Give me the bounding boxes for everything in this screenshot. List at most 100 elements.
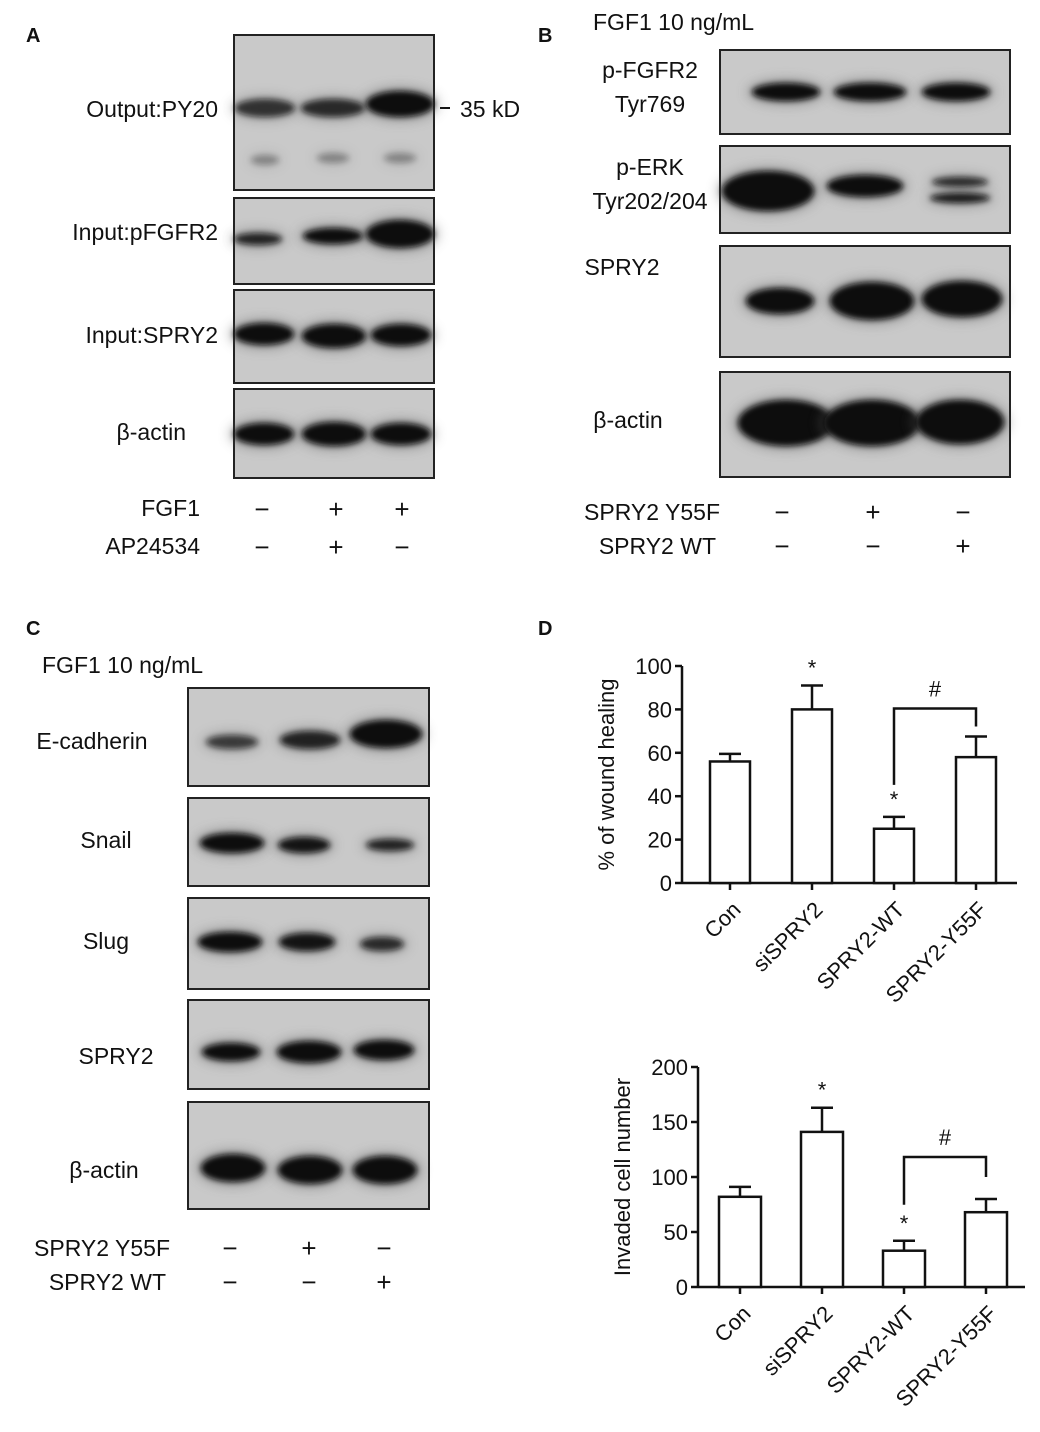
y-tick-label: 20 bbox=[648, 828, 672, 853]
western-blot-strip bbox=[187, 999, 430, 1090]
significance-marker: * bbox=[890, 787, 899, 812]
plus-sign: + bbox=[865, 497, 880, 527]
western-blot-strip bbox=[187, 797, 430, 887]
x-tick-label: siSPRY2 bbox=[748, 897, 828, 977]
plus-sign: + bbox=[376, 1267, 391, 1297]
minus-sign: − bbox=[222, 1233, 237, 1263]
y-tick-label: 0 bbox=[676, 1275, 688, 1300]
protein-band bbox=[916, 400, 1004, 444]
protein-band bbox=[234, 423, 294, 445]
protein-band bbox=[922, 281, 1002, 317]
western-blot-strip bbox=[187, 687, 430, 787]
y-tick-label: 50 bbox=[664, 1220, 688, 1245]
x-tick-label: siSPRY2 bbox=[758, 1301, 838, 1381]
y-tick-label: 100 bbox=[635, 654, 672, 679]
protein-band bbox=[353, 1156, 417, 1184]
protein-band bbox=[366, 220, 434, 248]
protein-band bbox=[198, 932, 262, 952]
western-blot-strip bbox=[718, 145, 1011, 234]
protein-band bbox=[234, 323, 294, 345]
protein-band bbox=[277, 1041, 341, 1063]
protein-band bbox=[279, 933, 335, 951]
protein-band bbox=[278, 837, 330, 853]
condition-label: AP24534 bbox=[105, 533, 200, 559]
significance-marker: # bbox=[939, 1125, 952, 1150]
protein-band bbox=[302, 422, 366, 446]
bar bbox=[954, 755, 998, 885]
protein-band bbox=[824, 400, 920, 446]
row-label: p-FGFR2 bbox=[602, 57, 698, 83]
protein-band bbox=[834, 83, 906, 101]
significance-marker: * bbox=[900, 1211, 909, 1236]
significance-bracket bbox=[892, 707, 978, 785]
treatment-label: FGF1 10 ng/mL bbox=[593, 9, 754, 35]
protein-band bbox=[302, 324, 366, 348]
row-label: Input:pFGFR2 bbox=[72, 219, 218, 245]
western-blot-strip bbox=[230, 289, 435, 384]
protein-band bbox=[932, 177, 988, 187]
panel-label-b: B bbox=[538, 25, 552, 47]
condition-label: FGF1 bbox=[141, 495, 200, 521]
y-tick-label: 100 bbox=[651, 1165, 688, 1190]
plus-sign: + bbox=[328, 494, 343, 524]
y-axis-label: Invaded cell number bbox=[610, 1078, 635, 1276]
minus-sign: − bbox=[254, 532, 269, 562]
protein-band bbox=[371, 324, 431, 346]
minus-sign: − bbox=[865, 531, 880, 561]
protein-band bbox=[278, 1156, 342, 1184]
plus-sign: + bbox=[394, 494, 409, 524]
protein-band bbox=[722, 171, 814, 211]
protein-band bbox=[200, 833, 264, 853]
protein-band bbox=[738, 400, 834, 446]
western-blot-strip bbox=[187, 1101, 430, 1210]
minus-sign: − bbox=[394, 532, 409, 562]
significance-marker: # bbox=[929, 677, 942, 702]
bar bbox=[881, 1249, 927, 1289]
minus-sign: − bbox=[301, 1267, 316, 1297]
minus-sign: − bbox=[774, 497, 789, 527]
row-label: Slug bbox=[83, 928, 129, 954]
plus-sign: + bbox=[328, 532, 343, 562]
western-blot-strip bbox=[719, 245, 1011, 358]
minus-sign: − bbox=[222, 1267, 237, 1297]
protein-band bbox=[827, 175, 903, 197]
western-blot-strip bbox=[230, 197, 438, 285]
bar bbox=[717, 1195, 763, 1289]
western-blot-strip bbox=[230, 388, 435, 479]
protein-band bbox=[202, 1043, 260, 1061]
treatment-label: FGF1 10 ng/mL bbox=[42, 652, 203, 678]
protein-band bbox=[384, 153, 416, 163]
row-label: p-ERK bbox=[616, 154, 684, 180]
y-tick-label: 60 bbox=[648, 741, 672, 766]
significance-marker: * bbox=[808, 656, 817, 681]
y-axis-label: % of wound healing bbox=[594, 678, 619, 870]
protein-band bbox=[922, 83, 990, 101]
protein-band bbox=[280, 731, 340, 749]
row-label: SPRY2 bbox=[584, 254, 659, 280]
row-label: Tyr202/204 bbox=[592, 188, 707, 214]
bar-chart: 0 50 100 150 200 Invaded cell number Con * siSPR… bbox=[610, 1055, 1025, 1412]
condition-label: SPRY2 WT bbox=[599, 533, 716, 559]
row-label: β-actin bbox=[117, 419, 186, 445]
protein-band bbox=[360, 937, 404, 951]
condition-label: SPRY2 Y55F bbox=[584, 499, 720, 525]
row-label: Input:SPRY2 bbox=[85, 322, 218, 348]
protein-band bbox=[366, 839, 414, 851]
western-blot-strip bbox=[231, 34, 438, 191]
condition-label: SPRY2 WT bbox=[49, 1269, 166, 1295]
y-tick-label: 0 bbox=[660, 871, 672, 896]
row-label: SPRY2 bbox=[78, 1043, 153, 1069]
row-label: β-actin bbox=[69, 1157, 138, 1183]
row-label: β-actin bbox=[593, 407, 662, 433]
y-tick-label: 80 bbox=[648, 697, 672, 722]
protein-band bbox=[303, 228, 363, 244]
row-label: Snail bbox=[80, 827, 131, 853]
significance-bracket bbox=[902, 1155, 988, 1205]
x-tick-label: Con bbox=[699, 897, 745, 943]
bar-chart: 0 20 40 60 80 100 % of wound healing Con * siSPRY… bbox=[594, 654, 1017, 1008]
protein-band bbox=[251, 155, 279, 165]
protein-band bbox=[235, 99, 295, 117]
significance-marker: * bbox=[818, 1078, 827, 1103]
protein-band bbox=[354, 1040, 414, 1060]
panel-label-d: D bbox=[538, 618, 552, 640]
